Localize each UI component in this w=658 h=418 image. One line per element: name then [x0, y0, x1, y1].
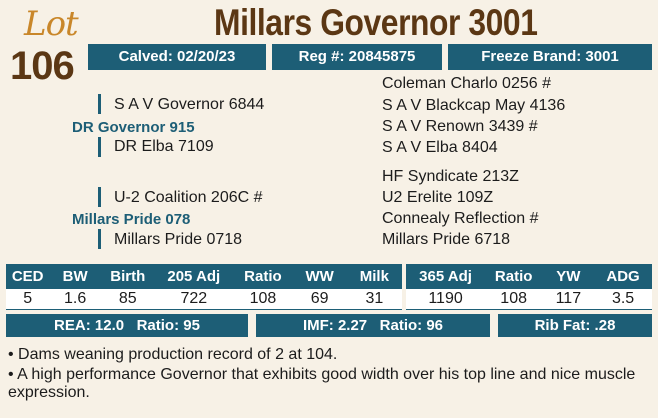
pedigree-dss: HF Syndicate 213Z [382, 168, 519, 185]
pedigree-dam: Millars Pride 078 [72, 211, 191, 228]
pedigree-dds: Connealy Reflection # [382, 210, 539, 227]
column-header: YW [542, 264, 595, 289]
pedigree-dam-sire: U-2 Coalition 206C # [114, 189, 263, 206]
column-header: ADG [594, 264, 652, 289]
column-header: 205 Adj [154, 264, 233, 289]
table-cell: 5 [6, 289, 50, 310]
rea-bar: REA: 12.0 Ratio: 95 [6, 314, 248, 337]
pedigree-sire: DR Governor 915 [72, 119, 195, 136]
table-header-row: CED BW Birth 205 Adj Ratio WW Milk 365 A… [6, 264, 652, 289]
pedigree-dam-dam: Millars Pride 0718 [114, 231, 243, 248]
note-item: • Dams weaning production record of 2 at… [8, 346, 338, 363]
rea-value: REA: 12.0 [54, 317, 125, 334]
column-gap [402, 289, 407, 310]
rea-ratio: Ratio: 95 [136, 317, 200, 334]
lot-label: Lot [24, 4, 79, 44]
registration-number: Reg #: 20845875 [272, 44, 442, 70]
table-cell: 31 [346, 289, 403, 310]
pedigree-sdd: S A V Elba 8404 [382, 139, 498, 156]
table-cell: 117 [542, 289, 595, 310]
animal-name-title: Millars Governor 3001 [214, 2, 538, 43]
notes: • Dams weaning production record of 2 at… [8, 346, 648, 404]
imf-bar: IMF: 2.27 Ratio: 96 [256, 314, 490, 337]
column-gap [402, 264, 407, 289]
column-header: Birth [100, 264, 155, 289]
pedigree-connector [98, 229, 101, 249]
table-cell: 3.5 [594, 289, 652, 310]
column-header: BW [49, 264, 101, 289]
rib-fat-value: Rib Fat: .28 [534, 317, 616, 334]
imf-ratio: Ratio: 96 [379, 317, 444, 334]
table-cell: 108 [233, 289, 293, 310]
column-header: Ratio [233, 264, 293, 289]
table-cell: 722 [154, 289, 233, 310]
imf-value: IMF: 2.27 [302, 317, 368, 334]
pedigree-sire-sire: S A V Governor 6844 [114, 96, 265, 113]
column-header: Ratio [484, 264, 543, 289]
column-header: Milk [346, 264, 403, 289]
table-cell: 69 [292, 289, 347, 310]
pedigree-sds: S A V Renown 3439 # [382, 118, 538, 135]
table-row: 5 1.6 85 722 108 69 31 1190 108 117 3.5 [6, 289, 652, 310]
pedigree-ddd: Millars Pride 6718 [382, 231, 511, 248]
rib-fat-bar: Rib Fat: .28 [498, 314, 652, 337]
table-cell: 1190 [406, 289, 485, 310]
column-header: WW [292, 264, 347, 289]
pedigree-connector [98, 137, 101, 157]
table-cell: 85 [100, 289, 155, 310]
performance-table: CED BW Birth 205 Adj Ratio WW Milk 365 A… [6, 264, 652, 310]
table-cell: 108 [484, 289, 543, 310]
pedigree-sire-dam: DR Elba 7109 [114, 138, 214, 155]
table-cell: 1.6 [49, 289, 101, 310]
pedigree-connector [98, 94, 101, 114]
pedigree-ssd: S A V Blackcap May 4136 [382, 97, 566, 114]
lot-number: 106 [10, 44, 75, 88]
pedigree-sss: Coleman Charlo 0256 # [382, 75, 551, 92]
column-header: 365 Adj [406, 264, 485, 289]
pedigree-dsd: U2 Erelite 109Z [382, 189, 494, 206]
pedigree-connector [98, 187, 101, 207]
calved-date: Calved: 02/20/23 [88, 44, 266, 70]
freeze-brand: Freeze Brand: 3001 [448, 44, 652, 70]
column-header: CED [6, 264, 50, 289]
note-item: • A high performance Governor that exhib… [8, 366, 636, 401]
